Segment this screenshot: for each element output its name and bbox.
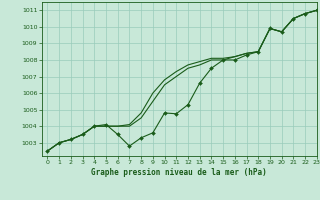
X-axis label: Graphe pression niveau de la mer (hPa): Graphe pression niveau de la mer (hPa)	[91, 168, 267, 177]
